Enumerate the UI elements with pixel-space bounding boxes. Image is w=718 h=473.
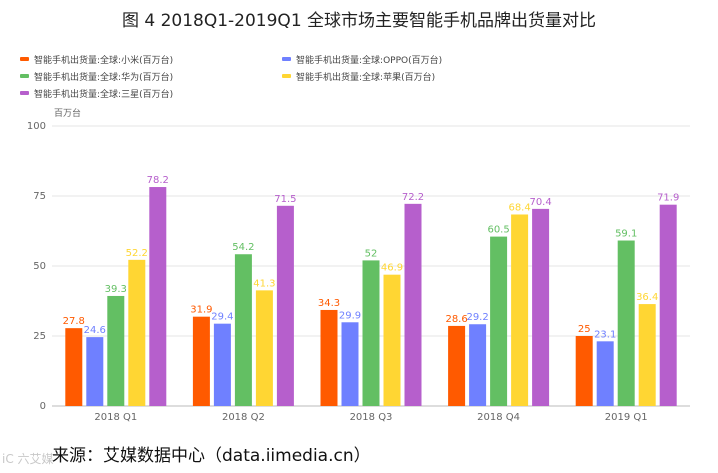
bar — [596, 341, 614, 406]
bar — [575, 336, 593, 406]
bar — [255, 290, 273, 406]
bar — [532, 208, 550, 406]
y-tick-label: 25 — [33, 331, 46, 342]
bar — [86, 337, 104, 406]
bar-value-label: 23.1 — [594, 329, 616, 340]
bar-value-label: 68.4 — [508, 202, 530, 213]
legend-label: 智能手机出货量:全球:华为(百万台) — [34, 71, 173, 83]
bar-value-label: 46.9 — [381, 263, 403, 274]
x-tick-label: 2019 Q1 — [605, 412, 648, 423]
legend-swatch — [282, 74, 291, 78]
bar — [383, 274, 401, 406]
bar — [149, 187, 167, 406]
legend-label: 智能手机出货量:全球:OPPO(百万台) — [296, 54, 442, 66]
bar-value-label: 52.2 — [126, 248, 148, 259]
y-tick-label: 75 — [33, 191, 46, 202]
watermark-logo: iC 六艾媒 — [2, 452, 54, 466]
bar — [362, 260, 380, 406]
legend-swatch — [20, 57, 29, 61]
bar — [320, 309, 338, 406]
bar-value-label: 41.3 — [253, 278, 275, 289]
x-tick-label: 2018 Q2 — [222, 412, 265, 423]
bar-value-label: 34.3 — [318, 298, 340, 309]
y-tick-label: 50 — [33, 261, 46, 272]
x-tick-label: 2018 Q3 — [350, 412, 393, 423]
bar — [65, 328, 83, 406]
bar-value-label: 28.6 — [445, 314, 467, 325]
bar-value-label: 71.5 — [274, 194, 296, 205]
y-tick-label: 0 — [40, 401, 46, 412]
legend-label: 智能手机出货量:全球:小米(百万台) — [34, 54, 173, 66]
bar-value-label: 29.4 — [211, 312, 233, 323]
y-axis-label: 百万台 — [54, 107, 81, 119]
y-axis-ticks: 0 25 50 75 100 — [27, 121, 46, 412]
y-tick-label: 100 — [27, 121, 46, 132]
bar — [192, 316, 210, 406]
bar — [617, 240, 635, 406]
legend-swatch — [20, 91, 29, 95]
bar-value-label: 29.9 — [339, 310, 361, 321]
bar-value-label: 70.4 — [529, 197, 551, 208]
bar-value-label: 36.4 — [636, 292, 658, 303]
bar — [659, 204, 677, 406]
x-tick-label: 2018 Q1 — [94, 412, 137, 423]
bar-value-label: 59.1 — [615, 229, 637, 240]
bar-value-label: 71.9 — [657, 193, 679, 204]
bar — [234, 254, 252, 406]
bar — [469, 324, 487, 406]
legend: 智能手机出货量:全球:小米(百万台) 智能手机出货量:全球:OPPO(百万台) 智能… — [20, 54, 442, 100]
source-note: 来源：艾媒数据中心（data.iimedia.cn） — [52, 446, 371, 466]
x-axis-ticks: 2018 Q1 2018 Q2 2018 Q3 2018 Q4 2019 Q1 — [94, 412, 647, 423]
bar-value-label: 54.2 — [232, 242, 254, 253]
bar — [448, 325, 466, 406]
bar — [341, 322, 359, 406]
legend-label: 智能手机出货量:全球:三星(百万台) — [34, 88, 173, 100]
legend-swatch — [282, 57, 291, 61]
bar — [638, 304, 656, 406]
bar — [511, 214, 529, 406]
bar — [107, 295, 125, 406]
bar-value-label: 31.9 — [190, 305, 212, 316]
bar-value-label: 78.2 — [147, 175, 169, 186]
legend-swatch — [20, 74, 29, 78]
bar — [490, 236, 508, 406]
bar-value-label: 72.2 — [402, 192, 424, 203]
x-tick-label: 2018 Q4 — [477, 412, 520, 423]
bar — [276, 205, 294, 406]
bar — [213, 323, 231, 406]
bar-value-label: 25 — [578, 324, 591, 335]
bar-value-label: 39.3 — [105, 284, 127, 295]
bar-value-label: 29.2 — [466, 312, 488, 323]
bars — [65, 187, 677, 406]
bar-value-label: 24.6 — [84, 325, 106, 336]
data-labels: 27.824.6 39.3 52.2 78.2 31.929.4 54.2 41.3 71.5… — [63, 175, 680, 340]
bar-value-label: 27.8 — [63, 316, 85, 327]
legend-label: 智能手机出货量:全球:苹果(百万台) — [296, 71, 435, 83]
bar-value-label: 60.5 — [487, 225, 509, 236]
chart-title: 图 4 2018Q1-2019Q1 全球市场主要智能手机品牌出货量对比 — [121, 11, 597, 31]
bar — [404, 203, 422, 406]
bar-value-label: 52 — [365, 248, 378, 259]
bar — [128, 259, 146, 406]
